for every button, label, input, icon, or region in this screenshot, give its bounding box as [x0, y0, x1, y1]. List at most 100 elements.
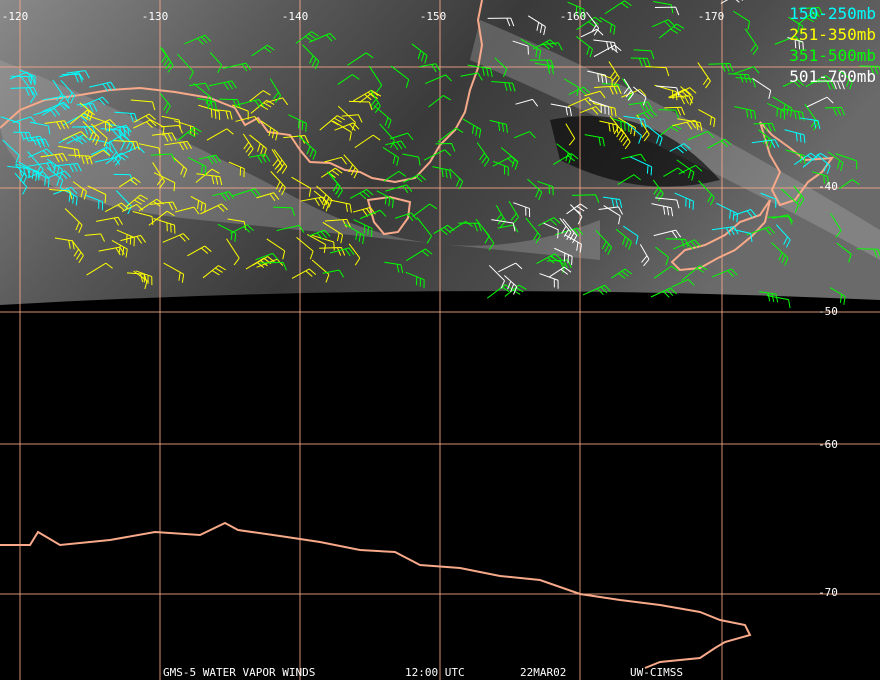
wind-barb [328, 172, 343, 198]
wind-barb [297, 135, 317, 160]
wind-barb [782, 79, 805, 88]
wind-barb [655, 246, 669, 266]
wind-barb [44, 120, 70, 130]
wind-barb [651, 19, 675, 28]
wind-barb [491, 219, 516, 232]
wind-barb [76, 103, 98, 113]
wind-barb [174, 206, 200, 215]
antarctica-coast [0, 521, 752, 669]
wind-barb [344, 223, 365, 244]
wind-barb [498, 262, 523, 273]
wind-barb [513, 202, 531, 217]
wind-barb [816, 154, 831, 175]
wind-barb [566, 203, 588, 215]
wind-barb [394, 212, 418, 222]
wind-barb [322, 221, 344, 244]
wind-barb [752, 77, 772, 99]
wind-barb [628, 101, 653, 111]
wind-barb [537, 217, 561, 227]
wind-barb [708, 63, 734, 72]
wind-barb [196, 173, 223, 186]
wind-barb [529, 59, 555, 69]
wind-barb [270, 171, 286, 196]
wind-barbs [0, 0, 880, 309]
footer-text: 12:00 UTC [405, 666, 465, 679]
wind-barb [711, 268, 738, 278]
wind-barb [805, 75, 833, 88]
wind-barb [319, 115, 345, 131]
wind-barb [46, 167, 64, 189]
wind-barb [584, 134, 605, 147]
wind-barb [150, 153, 176, 163]
wind-barb [604, 0, 632, 15]
wind-barb [639, 244, 650, 267]
wind-barb [788, 16, 804, 35]
wind-barb [177, 127, 202, 141]
wind-barb [411, 43, 428, 64]
wind-barb [824, 106, 846, 116]
wind-barb [10, 86, 38, 96]
wind-barb [353, 89, 379, 102]
wind-barb [236, 98, 265, 108]
nz-south-coast [670, 199, 771, 272]
wind-barb [249, 90, 271, 102]
wind-barb [90, 123, 108, 147]
wind-barb [508, 201, 519, 225]
wind-barb [572, 194, 600, 203]
wind-barb [772, 96, 793, 117]
wind-barb [623, 78, 634, 101]
wind-barb [565, 123, 576, 146]
wind-barb [14, 164, 28, 185]
wind-barb [758, 129, 773, 149]
wind-barb [595, 229, 613, 256]
wind-barb [161, 115, 181, 129]
wind-barb [72, 181, 87, 200]
wind-barb [504, 275, 518, 295]
legend-entry: 501-700mb [789, 67, 876, 86]
coastlines [0, 0, 835, 669]
wind-barb [782, 108, 805, 121]
wind-barb [164, 140, 192, 151]
wind-barb [787, 37, 804, 51]
wind-barb [536, 253, 562, 265]
wind-barb [84, 233, 105, 242]
wind-barb [460, 72, 483, 81]
wind-barb [337, 105, 356, 131]
wind-barb [273, 149, 288, 174]
wind-barb [645, 66, 670, 77]
wind-barb [29, 121, 51, 135]
wind-barb [302, 44, 320, 70]
wind-barb [385, 184, 413, 194]
wind-barb [543, 222, 559, 239]
wind-barb [780, 188, 799, 213]
wind-barb [69, 109, 95, 125]
wind-barb [599, 17, 616, 35]
wind-barb [288, 114, 307, 132]
wind-barb [126, 194, 149, 207]
wind-barb [495, 204, 506, 228]
wind-barb [672, 239, 701, 250]
wind-barb [230, 224, 254, 234]
wind-barb [593, 44, 622, 58]
wind-barb [593, 39, 618, 51]
wind-barb [797, 12, 821, 25]
wind-barb [575, 36, 593, 58]
wind-barb [733, 66, 760, 75]
wind-barb [697, 62, 711, 89]
wind-barb [620, 128, 631, 150]
wind-barb [235, 115, 261, 124]
wind-barb [482, 227, 495, 251]
wind-barb [733, 229, 753, 243]
wind-barb [23, 135, 45, 146]
wind-barb [744, 28, 759, 56]
wind-barb [27, 151, 44, 178]
wind-barb [625, 122, 642, 144]
wind-barb [348, 243, 361, 266]
wind-barb [316, 185, 333, 208]
wind-barb [540, 42, 563, 51]
wind-barb [133, 119, 157, 129]
wind-barb [104, 202, 129, 213]
wind-barb [269, 78, 282, 103]
wind-barb [580, 28, 604, 38]
wind-barb [576, 16, 603, 31]
